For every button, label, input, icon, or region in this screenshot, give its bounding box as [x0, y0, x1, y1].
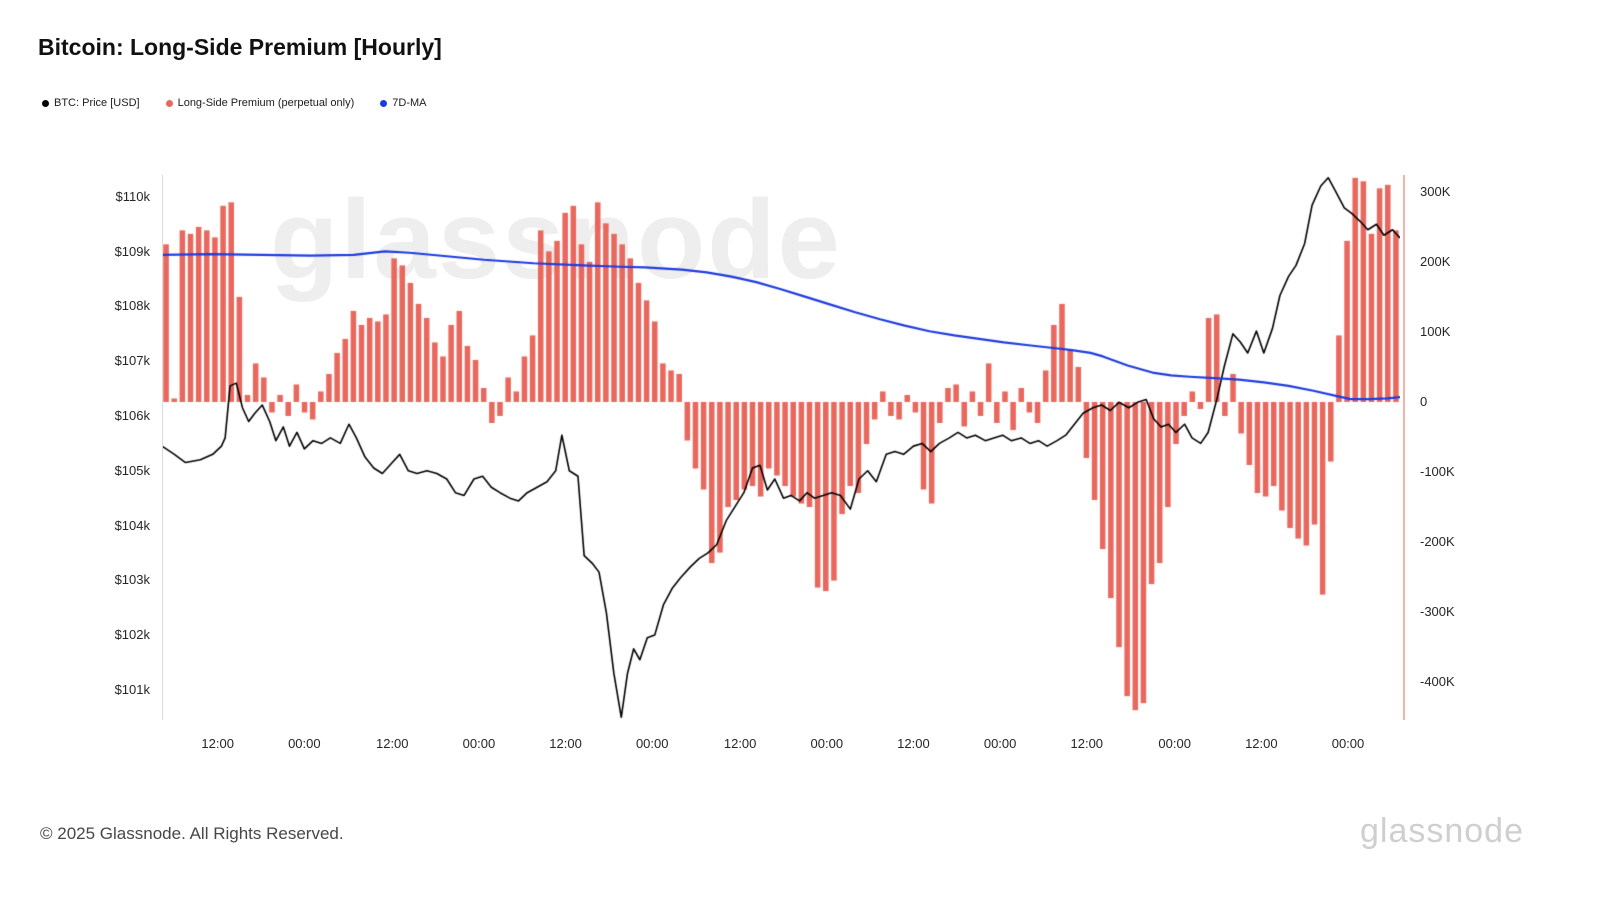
left-axis-tick: $110k: [115, 188, 150, 204]
x-axis-tick: 00:00: [1158, 736, 1191, 751]
x-axis-tick: 12:00: [201, 736, 234, 751]
x-axis-tick: 12:00: [897, 736, 930, 751]
legend: BTC: Price [USD] Long-Side Premium (perp…: [42, 97, 427, 109]
right-axis-tick: -100K: [1420, 464, 1455, 480]
legend-item-long-side-premium[interactable]: Long-Side Premium (perpetual only): [165, 97, 355, 109]
x-axis-tick: 00:00: [983, 736, 1017, 751]
x-axis-tick: 00:00: [288, 736, 321, 751]
right-axis-tick: 200K: [1420, 253, 1451, 269]
blue-dot-icon: [380, 99, 388, 107]
right-axis-tick: -200K: [1420, 534, 1455, 550]
x-axis-tick: 00:00: [810, 736, 844, 751]
glassnode-logo-text: glassnode: [1359, 812, 1524, 850]
legend-label: Long-Side Premium (perpetual only): [177, 97, 355, 109]
x-axis-tick: 12:00: [1245, 736, 1278, 751]
left-axis-tick: $103k: [114, 572, 150, 588]
page-title: Bitcoin: Long-Side Premium [Hourly]: [38, 34, 442, 60]
left-axis-tick: $108k: [114, 298, 150, 314]
legend-label: BTC: Price [USD]: [54, 97, 140, 109]
left-axis-tick: $104k: [114, 517, 150, 533]
left-axis-tick: $105k: [114, 462, 150, 478]
right-axis-line: [1403, 175, 1405, 720]
right-axis-tick: 100K: [1420, 323, 1451, 339]
right-axis-tick: -300K: [1420, 604, 1455, 620]
x-axis-tick: 00:00: [462, 736, 496, 751]
right-axis-tick: 0: [1420, 393, 1428, 409]
copyright-text: © 2025 Glassnode. All Rights Reserved.: [40, 824, 344, 843]
x-axis-tick: 12:00: [549, 736, 582, 751]
black-dot-icon: [42, 99, 49, 107]
right-axis-tick: -400K: [1420, 674, 1455, 690]
right-axis-tick: 300K: [1420, 183, 1451, 199]
red-dot-icon: [165, 99, 173, 107]
left-axis-tick: $101k: [114, 681, 150, 697]
x-axis-tick: 00:00: [1331, 736, 1365, 751]
legend-item-btc-price[interactable]: BTC: Price [USD]: [42, 97, 140, 109]
left-axis-tick: $109k: [114, 243, 150, 259]
x-axis-tick: 12:00: [723, 736, 757, 751]
legend-item-7d-ma[interactable]: 7D-MA: [380, 97, 427, 109]
x-axis-tick: 12:00: [375, 736, 409, 751]
legend-label: 7D-MA: [392, 97, 427, 109]
left-axis-tick: $107k: [114, 353, 150, 369]
chart-plot-area[interactable]: [162, 175, 1400, 720]
x-axis-tick: 00:00: [635, 736, 669, 751]
left-axis-tick: $106k: [114, 408, 150, 423]
chart-canvas[interactable]: [162, 175, 1400, 720]
x-axis-tick: 12:00: [1070, 736, 1104, 751]
left-axis-tick: $102k: [114, 627, 150, 643]
left-axis-line: [162, 175, 163, 720]
